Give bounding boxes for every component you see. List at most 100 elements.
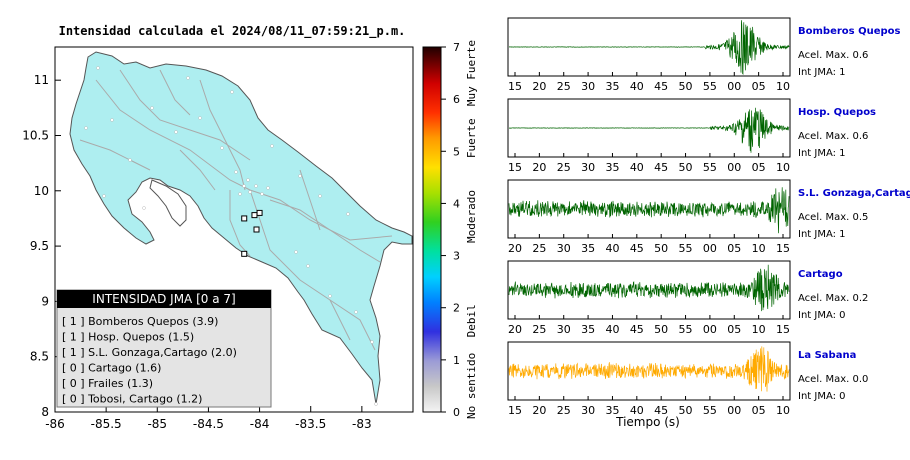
trace-waveform <box>508 187 790 234</box>
station-jma-intensity: Int JMA: 1 <box>798 67 846 78</box>
trace-tick-label: 25 <box>557 161 571 174</box>
trace-tick-label: 25 <box>532 242 546 255</box>
trace-tick-label: 50 <box>654 323 668 336</box>
station-marker <box>241 215 248 222</box>
map-x-tick-label: -85.5 <box>91 417 122 431</box>
map-title: Intensidad calculada el 2024/08/11_07:59… <box>59 24 406 39</box>
trace-tick-label: 35 <box>581 242 595 255</box>
trace-waveform <box>508 264 790 312</box>
trace-tick-label: 05 <box>752 161 766 174</box>
trace-tick-label: 00 <box>727 80 741 93</box>
station-jma-intensity: Int JMA: 0 <box>798 310 846 321</box>
station-marker <box>241 250 248 257</box>
legend-item: [ 1 ] Hosp. Quepos (1.5) <box>62 331 194 344</box>
trace-tick-label: 00 <box>703 323 717 336</box>
trace-tick-label: 55 <box>703 161 717 174</box>
station-max-accel: Acel. Max. 0.5 <box>798 212 868 223</box>
map-x-tick-label: -83 <box>352 417 372 431</box>
station-marker <box>256 209 263 216</box>
trace-tick-label: 30 <box>581 80 595 93</box>
trace-tick-label: 40 <box>630 404 644 417</box>
trace-tick-label: 10 <box>776 80 790 93</box>
trace-tick-label: 30 <box>557 323 571 336</box>
road-network <box>79 69 393 351</box>
trace-tick-label: 10 <box>776 161 790 174</box>
colorbar-tick-label: 3 <box>453 250 460 263</box>
map-y-tick-label: 9.5 <box>30 239 49 253</box>
trace-tick-label: 30 <box>581 404 595 417</box>
legend-title: INTENSIDAD JMA [0 a 7] <box>92 292 235 306</box>
legend-item: [ 1 ] S.L. Gonzaga,Cartago (2.0) <box>62 346 237 359</box>
trace-tick-label: 35 <box>605 404 619 417</box>
station-max-accel: Acel. Max. 0.0 <box>798 374 868 385</box>
station-jma-intensity: Int JMA: 0 <box>798 391 846 402</box>
trace-panel: 20 25 30 35 40 45 50 55 00 05 10 15 Cartago Acel. Max… <box>507 260 868 336</box>
trace-tick-label: 15 <box>508 404 522 417</box>
trace-tick-label: 55 <box>703 80 717 93</box>
map-x-tick-label: -84 <box>250 417 270 431</box>
map-x-tick-label: -84.5 <box>193 417 224 431</box>
trace-tick-label: 15 <box>508 161 522 174</box>
colorbar-tick-label: 0 <box>453 406 460 419</box>
trace-tick-label: 50 <box>654 242 668 255</box>
trace-tick-label: 40 <box>605 323 619 336</box>
colorbar-tick-label: 5 <box>453 145 460 158</box>
trace-tick-label: 35 <box>581 323 595 336</box>
colorbar-class-label: Fuerte <box>465 118 478 158</box>
map-y-axis: 11 10.5 10 9.5 9 8.5 8 <box>22 73 61 419</box>
trace-tick-label: 25 <box>532 323 546 336</box>
map-x-tick-label: -86 <box>45 417 65 431</box>
map-y-tick-label: 8 <box>41 405 49 419</box>
colorbar-class-label: No sentido <box>465 353 478 419</box>
trace-tick-label: 45 <box>630 242 644 255</box>
map-y-tick-label: 10.5 <box>22 128 49 142</box>
trace-xlabel: Tiempo (s) <box>615 415 680 429</box>
trace-tick-label: 40 <box>630 161 644 174</box>
trace-tick-label: 15 <box>776 242 790 255</box>
colorbar-tick-label: 7 <box>453 41 460 54</box>
trace-tick-label: 20 <box>532 80 546 93</box>
trace-tick-label: 15 <box>508 80 522 93</box>
map-y-tick-label: 9 <box>41 294 49 308</box>
trace-tick-label: 25 <box>557 404 571 417</box>
legend-item: [ 0 ] Tobosi, Cartago (1.2) <box>62 393 202 406</box>
legend-item: [ 1 ] Bomberos Quepos (3.9) <box>62 315 218 328</box>
trace-tick-label: 20 <box>508 242 522 255</box>
trace-tick-label: 55 <box>679 242 693 255</box>
trace-tick-label: 50 <box>679 161 693 174</box>
colorbar-tick-label: 1 <box>453 354 460 367</box>
trace-tick-label: 50 <box>679 404 693 417</box>
colorbar-gradient <box>422 46 442 413</box>
trace-waveform <box>509 20 790 75</box>
station-max-accel: Acel. Max. 0.6 <box>798 50 868 61</box>
trace-tick-label: 20 <box>508 323 522 336</box>
map-x-tick-label: -83.5 <box>295 417 326 431</box>
colorbar-class-label: Moderado <box>465 190 478 243</box>
map-y-tick-label: 8.5 <box>30 350 49 364</box>
intensity-legend: INTENSIDAD JMA [0 a 7] [ 1 ] Bomberos Qu… <box>56 289 272 408</box>
city-dots <box>84 66 378 406</box>
map-x-axis: -86 -85.5 -85 -84.5 -84 -83.5 -83 <box>45 406 372 431</box>
legend-item: [ 0 ] Frailes (1.3) <box>62 377 153 390</box>
colorbar-tick-label: 2 <box>453 302 460 315</box>
legend-item: [ 0 ] Cartago (1.6) <box>62 362 161 375</box>
trace-tick-label: 50 <box>679 80 693 93</box>
colorbar-class-label: Muy Fuerte <box>465 40 478 106</box>
trace-tick-label: 00 <box>727 161 741 174</box>
trace-tick-label: 40 <box>630 80 644 93</box>
seismogram-panels: 15 20 25 30 35 40 45 50 55 00 05 10 Bomberos Quepos A… <box>507 17 910 417</box>
costa-rica-land <box>69 51 413 405</box>
trace-tick-label: 45 <box>630 323 644 336</box>
station-name: La Sabana <box>798 350 856 361</box>
intensity-colorbar: 0 1 2 3 4 5 6 7 No sentido Debil Moderado Fuerte Mu… <box>422 40 478 419</box>
trace-tick-label: 10 <box>776 404 790 417</box>
trace-tick-label: 05 <box>752 404 766 417</box>
trace-tick-label: 00 <box>727 404 741 417</box>
station-name: Hosp. Quepos <box>798 107 876 118</box>
trace-tick-label: 45 <box>654 80 668 93</box>
station-jma-intensity: Int JMA: 1 <box>798 229 846 240</box>
colorbar-tick-label: 6 <box>453 93 460 106</box>
trace-tick-label: 15 <box>776 323 790 336</box>
trace-tick-label: 10 <box>752 242 766 255</box>
trace-tick-label: 20 <box>532 161 546 174</box>
